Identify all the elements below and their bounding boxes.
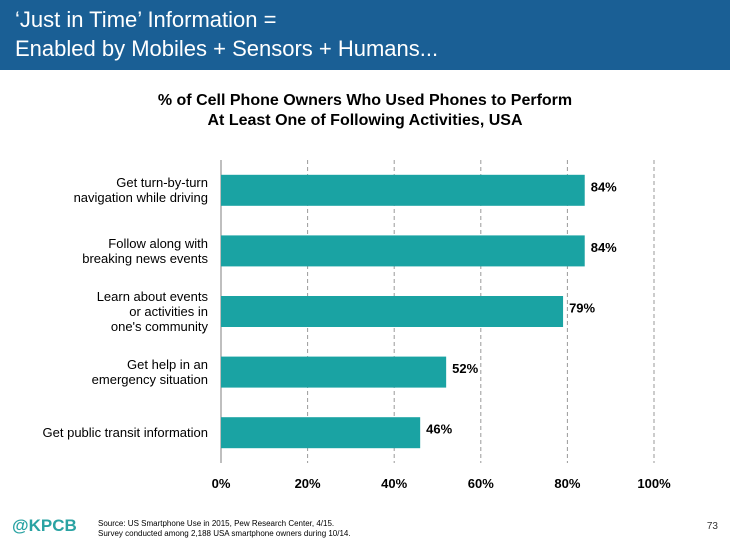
category-label-line: breaking news events [82, 250, 208, 266]
value-label: 79% [569, 301, 595, 316]
slide-title-line-1: ‘Just in Time’ Information = [15, 7, 277, 32]
source-note: Source: US Smartphone Use in 2015, Pew R… [98, 519, 351, 539]
bar [221, 417, 421, 449]
category-label: Get turn-by-turn navigation while driving [74, 175, 208, 205]
x-tick-label: 0% [212, 476, 231, 491]
category-label-line: Follow along with [108, 235, 208, 251]
value-label: 84% [591, 240, 617, 255]
page-number: 73 [706, 521, 718, 532]
value-label: 84% [591, 179, 617, 194]
category-label: Learn about events or activities in one's … [97, 289, 208, 334]
category-label-line: Get help in an [127, 357, 208, 373]
category-label-line: Get turn-by-turn [116, 175, 208, 191]
x-tick-label: 80% [554, 476, 580, 491]
slide-title-line-2: Enabled by Mobiles + Sensors + Humans... [15, 36, 439, 61]
value-label: 46% [426, 422, 452, 437]
category-label: Follow along with breaking news events [82, 236, 208, 266]
bar [221, 356, 447, 388]
value-label: 52% [452, 361, 478, 376]
chart-title-line-1: % of Cell Phone Owners Who Used Phones t… [157, 92, 573, 109]
chart-title: % of Cell Phone Owners Who Used Phones t… [0, 91, 730, 131]
kpcb-logo: @KPCB [12, 516, 77, 535]
category-label-line: one's community [110, 319, 208, 334]
category-label: Get help in an emergency situation [92, 357, 208, 387]
x-tick-label: 40% [381, 476, 407, 491]
category-label-line: or activities in [129, 304, 208, 319]
bar [221, 296, 564, 327]
x-tick-label: 100% [637, 476, 671, 491]
source-line-1: Source: US Smartphone Use in 2015, Pew R… [98, 519, 335, 528]
x-tick-label: 60% [468, 476, 494, 491]
category-label-line: Get public transit information [42, 425, 208, 441]
category-label-line: navigation while driving [73, 190, 208, 206]
category-label: Get public transit information [43, 425, 208, 440]
category-label-line: emergency situation [91, 372, 208, 388]
x-tick-label: 20% [295, 476, 321, 491]
slide-header: ‘Just in Time’ Information = Enabled by … [0, 0, 730, 70]
source-line-2: Survey conducted among 2,188 USA smartph… [98, 529, 351, 538]
bar [221, 174, 585, 206]
chart-title-line-2: At Least One of Following Activities, US… [207, 112, 523, 129]
category-label-line: Learn about events [96, 289, 208, 304]
bar [221, 235, 585, 267]
